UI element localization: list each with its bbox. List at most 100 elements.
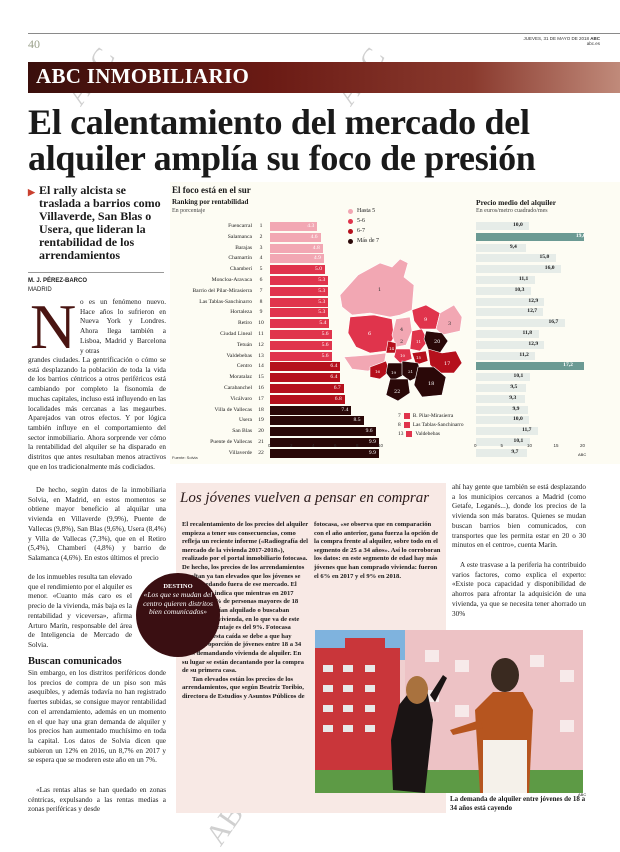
- district-rank: 14: [258, 363, 264, 370]
- ranking-bar-row: Hortaleza 9 5.3: [172, 308, 392, 318]
- price-chart-unit: En euros/metro cuadrado/mes: [476, 208, 548, 214]
- bar-value: 6.4: [330, 363, 338, 370]
- axis-tick: 10: [378, 443, 384, 448]
- sidebar-title: Los jóvenes vuelven a pensar en comprar: [180, 490, 430, 506]
- price-value: 9,7: [511, 448, 519, 455]
- district-name: Usera: [238, 417, 252, 424]
- ranking-bar-row: Puente de Vallecas 21 9.9: [172, 438, 392, 448]
- svg-text:18: 18: [428, 381, 434, 387]
- article-paragraph: A este trasvase a la periferia ha contri…: [452, 561, 586, 618]
- district-name: Hortaleza: [230, 309, 252, 316]
- district-name: Carabanchel: [224, 385, 252, 391]
- ranking-bar-row: Usera 19 8.5: [172, 416, 392, 426]
- article-paragraph: de los inmuebles resulta tan elevado que…: [28, 573, 132, 649]
- section-banner: ABC INMOBILIARIO: [28, 62, 620, 93]
- byline: M. J. PÉREZ-BARCO: [28, 278, 88, 284]
- district-name: Las Tablas-Sanchinarro: [199, 298, 252, 305]
- deck-text: El rally alcista se traslada a barrios c…: [39, 183, 161, 262]
- ranking-bar-row: Las Tablas-Sanchinarro 8 5.3: [172, 297, 392, 308]
- district-rank: 17: [258, 395, 264, 402]
- ranking-bar-row: Villa de Vallecas 18 7.4: [172, 405, 392, 416]
- axis-tick: 10: [527, 443, 533, 448]
- price-value: 12,7: [527, 308, 538, 315]
- district-rank: 4: [259, 255, 263, 262]
- bar-value: 5.6: [321, 331, 329, 337]
- price-bar: [476, 330, 539, 338]
- svg-text:3: 3: [448, 321, 451, 327]
- legend-square-icon: [403, 421, 410, 428]
- axis-tick: 0: [474, 443, 477, 448]
- district-rank: 1: [259, 223, 263, 229]
- price-bar: [476, 243, 526, 252]
- ranking-bar-row: San Blas 20 9.6: [172, 427, 392, 437]
- price-value: 9,3: [509, 394, 517, 401]
- bar-value: 4.3: [307, 223, 315, 229]
- ranking-bar-row: Valdebebas 13 5.6: [172, 351, 392, 362]
- price-bar: [476, 427, 538, 436]
- ranking-bar-row: Ciudad Lineal 11 5.6: [172, 330, 392, 340]
- legend-dot-icon: [348, 238, 353, 244]
- legend-item: Más de 7: [348, 236, 379, 246]
- ranking-bar: 6.7: [270, 384, 344, 393]
- svg-text:2: 2: [400, 339, 403, 345]
- ranking-bar-row: Moratalaz 15 6.4: [172, 373, 392, 383]
- district-name: Retiro: [238, 320, 252, 327]
- district-name: San Blas: [232, 428, 252, 435]
- drop-cap: N: [30, 291, 77, 362]
- article-paragraph: grandes ciudades. La gentrificación o có…: [28, 356, 166, 471]
- price-bar: [476, 232, 584, 241]
- district-rank: 5: [259, 266, 263, 273]
- ranking-bar: 5.4: [270, 319, 330, 329]
- ranking-bar: 6.8: [270, 394, 345, 404]
- price-value: 19,6: [575, 232, 586, 239]
- district-name: Villa de Vallecas: [214, 406, 252, 413]
- bar-value: 6.4: [330, 374, 338, 381]
- bar-value: 9.9: [368, 439, 376, 445]
- price-value: 9,4: [509, 243, 517, 250]
- district-name: Chamberí: [229, 266, 252, 273]
- map-legend-item: 8 Las Tablas-Sanchinarro: [398, 421, 464, 428]
- article-paragraph: ahí hay gente que también se está despla…: [452, 483, 586, 550]
- axis-tick: 20: [580, 443, 586, 448]
- district-rank: 2: [259, 233, 263, 240]
- svg-text:21: 21: [408, 369, 413, 374]
- ranking-bar: 4.8: [270, 243, 323, 253]
- ranking-bar: 5.6: [270, 340, 332, 350]
- price-bar: [476, 405, 529, 414]
- map-legend-item: 7 B. Pilar-Mirasierra: [398, 412, 454, 419]
- axis-tick: 0: [268, 443, 271, 448]
- svg-text:16: 16: [375, 369, 381, 374]
- district-rank: 9: [259, 309, 263, 316]
- district-name: Villaverde: [228, 449, 252, 456]
- chart-unit: En porcentaje: [172, 208, 206, 214]
- axis-tick: 2: [290, 443, 293, 448]
- site: abc.es: [586, 41, 600, 46]
- price-bar: [476, 416, 529, 425]
- district-rank: 12: [258, 341, 264, 348]
- ranking-bar: 6.4: [270, 362, 341, 372]
- chart-title: El foco está en el sur: [172, 185, 251, 195]
- price-value: 11,1: [518, 276, 529, 282]
- photo-credit: ABC: [578, 792, 587, 797]
- ranking-bar-row: Barajas 3 4.8: [172, 243, 392, 254]
- bar-value: 6.7: [333, 385, 341, 391]
- price-bar: [476, 265, 561, 274]
- dateline-city: MADRID: [28, 287, 52, 293]
- ranking-bar: 9.9: [270, 438, 379, 447]
- price-bar: [476, 448, 528, 457]
- legend-square-icon: [406, 430, 413, 437]
- bar-value: 6.8: [334, 395, 342, 402]
- price-bar: [476, 351, 536, 360]
- price-bar: [476, 362, 584, 371]
- district-name: Moncloa-Aravaca: [211, 277, 252, 283]
- pull-quote-text: «Los que se mudan del centro quieren dis…: [143, 590, 213, 616]
- price-value: 10,0: [513, 222, 523, 228]
- deck: ▶ El rally alcista se traslada a barrios…: [28, 184, 164, 262]
- sidebar-text: El recalentamiento de los precios del al…: [182, 521, 309, 700]
- district-rank: 8: [259, 298, 263, 305]
- price-chart-title: Precio medio del alquiler: [476, 198, 557, 207]
- bar-value: 5.3: [318, 277, 326, 283]
- map-legend: 7 B. Pilar-Mirasierra 8 Las Tablas-Sanchin…: [398, 411, 464, 438]
- district-name: Chamartín: [228, 255, 252, 262]
- district-rank: 3: [259, 244, 263, 251]
